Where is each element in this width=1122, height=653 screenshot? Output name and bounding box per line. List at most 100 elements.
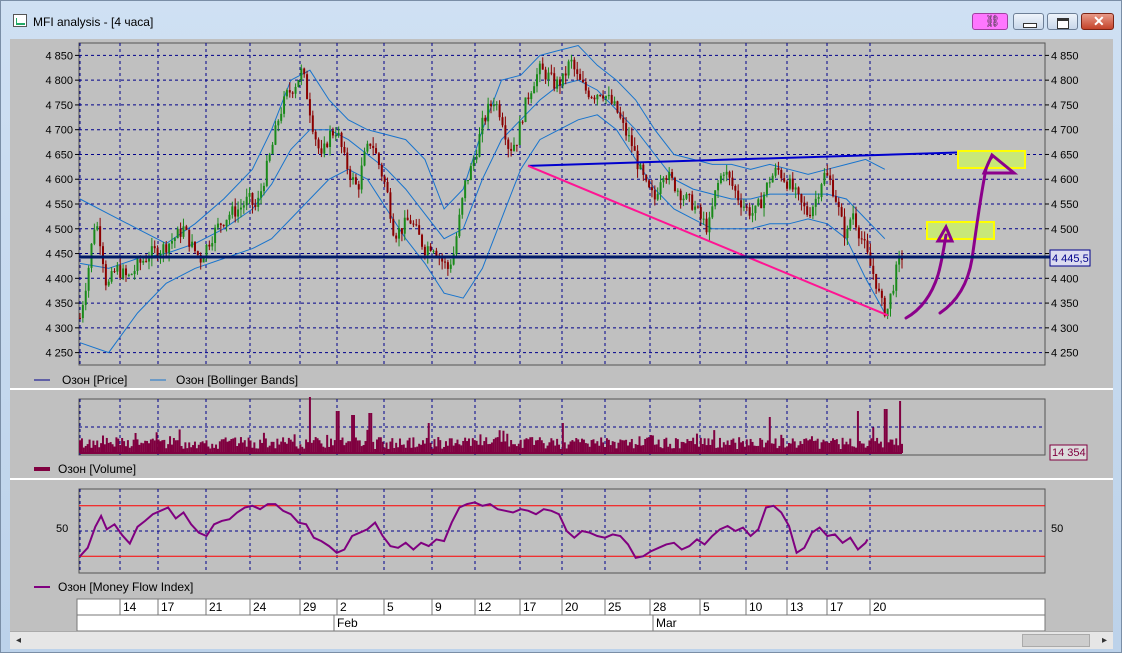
candle-body — [843, 216, 846, 238]
volume-bar — [824, 441, 827, 453]
volume-bar — [853, 446, 856, 453]
volume-bar — [333, 440, 336, 453]
app-icon[interactable] — [13, 14, 27, 27]
volume-bar — [284, 442, 287, 453]
price-y-tick-right: 4 750 — [1051, 100, 1079, 112]
candle-body — [122, 268, 125, 278]
volume-bar — [163, 439, 166, 453]
volume-bar — [642, 445, 645, 453]
volume-bar — [615, 448, 618, 453]
volume-bar — [506, 433, 509, 453]
candle-body — [262, 185, 265, 192]
volume-bar — [594, 443, 597, 453]
volume-bar — [343, 445, 346, 453]
candle-body — [803, 202, 806, 207]
price-y-tick-left: 4 850 — [45, 50, 73, 62]
volume-bar — [314, 437, 317, 453]
volume-bar — [147, 443, 150, 453]
volume-bar — [784, 447, 787, 453]
date-tick-label: 13 — [790, 600, 804, 614]
volume-value-label: 14 354 — [1052, 447, 1086, 459]
volume-bar — [379, 437, 382, 453]
volume-bar — [881, 447, 884, 453]
candle-body — [277, 120, 280, 126]
candle-body — [363, 151, 366, 166]
volume-bar — [297, 448, 300, 453]
candle-body — [590, 97, 593, 99]
candle-body — [185, 226, 188, 230]
candle-body — [147, 258, 150, 262]
candle-body — [886, 308, 889, 317]
volume-bar — [734, 442, 737, 453]
volume-bar — [793, 441, 796, 453]
volume-bar — [115, 437, 118, 453]
volume-bar — [569, 441, 572, 453]
volume-bar — [709, 444, 712, 453]
volume-bar — [347, 441, 350, 453]
volume-bar — [843, 444, 846, 453]
date-tick-label: 5 — [703, 600, 710, 614]
close-button[interactable]: ✕ — [1081, 13, 1114, 30]
candle-body — [771, 175, 774, 183]
volume-bar — [761, 439, 764, 453]
candle-body — [584, 82, 587, 91]
volume-bar — [130, 446, 133, 453]
volume-bar — [832, 438, 835, 453]
date-tick-label: 24 — [253, 600, 267, 614]
volume-bar — [458, 444, 461, 453]
volume-bar — [485, 437, 488, 453]
candle-body — [202, 257, 205, 263]
date-tick-label: 17 — [523, 600, 537, 614]
volume-bar — [109, 442, 112, 453]
bollinger-lower — [79, 114, 886, 354]
candle-body — [383, 176, 386, 182]
volume-bar — [184, 442, 187, 453]
price-y-tick-left: 4 800 — [45, 75, 73, 87]
candle-body — [561, 73, 564, 86]
volume-bar — [885, 409, 888, 453]
volume-bar — [822, 439, 825, 453]
candle-body — [748, 207, 751, 216]
volume-bar — [672, 448, 675, 453]
volume-bar — [247, 437, 250, 453]
annotations[interactable] — [904, 150, 1026, 320]
volume-bar — [795, 447, 798, 453]
scroll-right-arrow-icon[interactable]: ▸ — [1101, 635, 1108, 646]
candle-body — [403, 217, 406, 234]
volume-bar — [692, 437, 695, 453]
candle-body — [317, 139, 320, 149]
candle-body — [671, 172, 674, 178]
volume-bar — [328, 446, 331, 453]
chart-svg[interactable]: 4 850 4 800 4 750 4 700 4 650 4 600 4 550 4 500… — [10, 39, 1113, 632]
title-bar[interactable]: MFI analysis - [4 часа] ⛓ ✕ — [1, 1, 1121, 41]
volume-bar — [441, 448, 444, 453]
candle-body — [191, 241, 194, 247]
minimize-button[interactable] — [1013, 13, 1044, 30]
volume-bar — [738, 437, 741, 453]
scroll-left-arrow-icon[interactable]: ◂ — [15, 635, 22, 646]
volume-bar — [661, 448, 664, 453]
volume-bar — [764, 442, 767, 453]
volume-bar — [749, 438, 752, 453]
volume-bar — [546, 445, 549, 453]
link-button[interactable]: ⛓ — [972, 13, 1008, 30]
volume-bar — [872, 427, 875, 453]
volume-bar — [630, 438, 633, 453]
horizontal-scrollbar[interactable]: ◂ ▸ — [10, 631, 1113, 649]
maximize-button[interactable] — [1047, 13, 1078, 30]
volume-bar — [573, 441, 576, 453]
candle-body — [880, 290, 883, 298]
candle-body — [245, 196, 248, 206]
volume-bar — [759, 438, 762, 453]
candle-body — [334, 135, 337, 137]
volume-bar — [349, 441, 352, 453]
volume-bar — [607, 439, 610, 453]
volume-bar — [730, 439, 733, 453]
volume-bar — [450, 438, 453, 453]
volume-bar — [801, 443, 804, 453]
price-y-axis-left: 4 850 4 800 4 750 4 700 4 650 4 600 4 550 4 500… — [45, 50, 79, 360]
trendlines[interactable] — [527, 149, 1007, 317]
candle-body — [398, 228, 401, 239]
price-y-tick-left: 4 750 — [45, 100, 73, 112]
scroll-thumb[interactable] — [1022, 634, 1090, 647]
